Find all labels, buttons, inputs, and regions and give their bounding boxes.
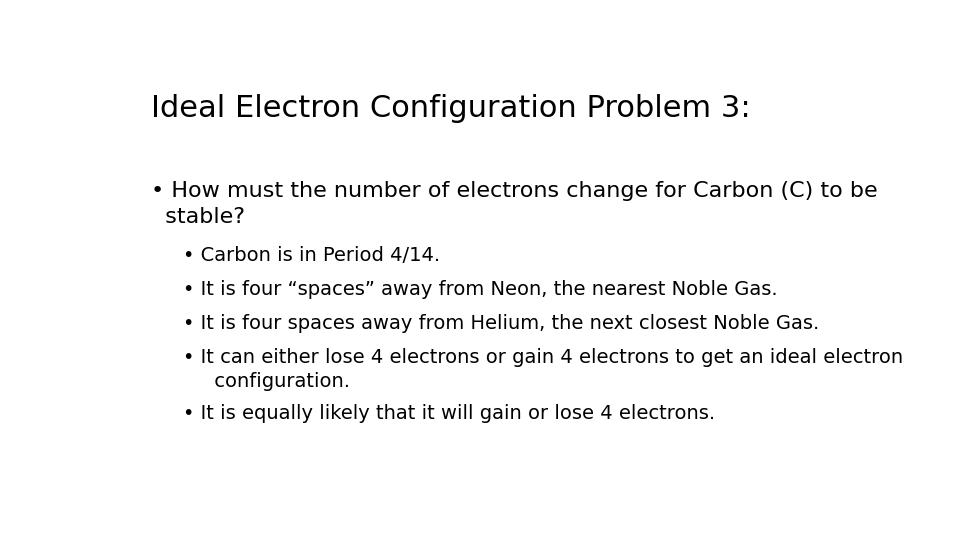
- Text: • Carbon is in Period 4/14.: • Carbon is in Period 4/14.: [183, 246, 441, 265]
- Text: • It is four spaces away from Helium, the next closest Noble Gas.: • It is four spaces away from Helium, th…: [183, 314, 820, 333]
- Text: Ideal Electron Configuration Problem 3:: Ideal Electron Configuration Problem 3:: [152, 94, 751, 123]
- Text: • It is equally likely that it will gain or lose 4 electrons.: • It is equally likely that it will gain…: [183, 404, 715, 423]
- Text: • It is four “spaces” away from Neon, the nearest Noble Gas.: • It is four “spaces” away from Neon, th…: [183, 280, 778, 299]
- Text: • It can either lose 4 electrons or gain 4 electrons to get an ideal electron
  : • It can either lose 4 electrons or gain…: [183, 348, 903, 391]
- Text: • How must the number of electrons change for Carbon (C) to be
  stable?: • How must the number of electrons chang…: [152, 181, 877, 227]
